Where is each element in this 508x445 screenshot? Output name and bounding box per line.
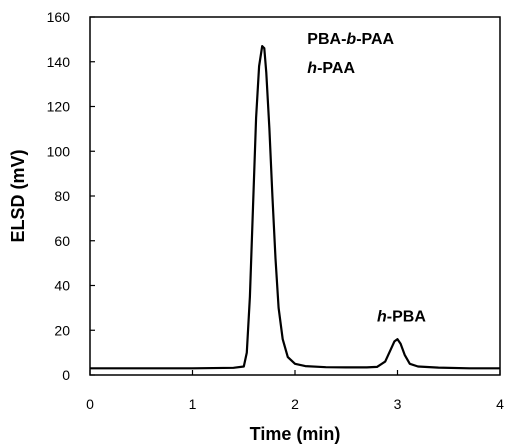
peak-annotation: h-PBA bbox=[377, 308, 426, 325]
plot-frame bbox=[89, 16, 501, 376]
y-tick-label: 40 bbox=[54, 278, 70, 294]
x-tick-label: 3 bbox=[394, 396, 402, 412]
series-line bbox=[90, 45, 500, 370]
y-tick-label: 160 bbox=[47, 9, 71, 25]
y-tick-label: 60 bbox=[54, 233, 70, 249]
y-tick-label: 140 bbox=[47, 54, 71, 70]
y-axis-title: ELSD (mV) bbox=[8, 149, 28, 242]
x-tick-label: 2 bbox=[291, 396, 299, 412]
x-tick-label: 0 bbox=[86, 396, 94, 412]
peak-annotation: h-PAA bbox=[307, 60, 355, 77]
y-tick-label: 20 bbox=[54, 322, 70, 338]
y-tick-label: 100 bbox=[47, 143, 71, 159]
y-tick-label: 80 bbox=[54, 188, 70, 204]
tick-group bbox=[89, 16, 501, 376]
annotation-group: PBA-b-PAA h-PAA h-PBA bbox=[307, 31, 426, 325]
y-tick-label: 120 bbox=[47, 99, 71, 115]
x-tick-label: 4 bbox=[496, 396, 504, 412]
peak-annotation: PBA-b-PAA bbox=[307, 31, 394, 48]
x-tick-label: 1 bbox=[189, 396, 197, 412]
x-axis-title: Time (min) bbox=[250, 424, 341, 444]
y-tick-label: 0 bbox=[62, 367, 70, 383]
